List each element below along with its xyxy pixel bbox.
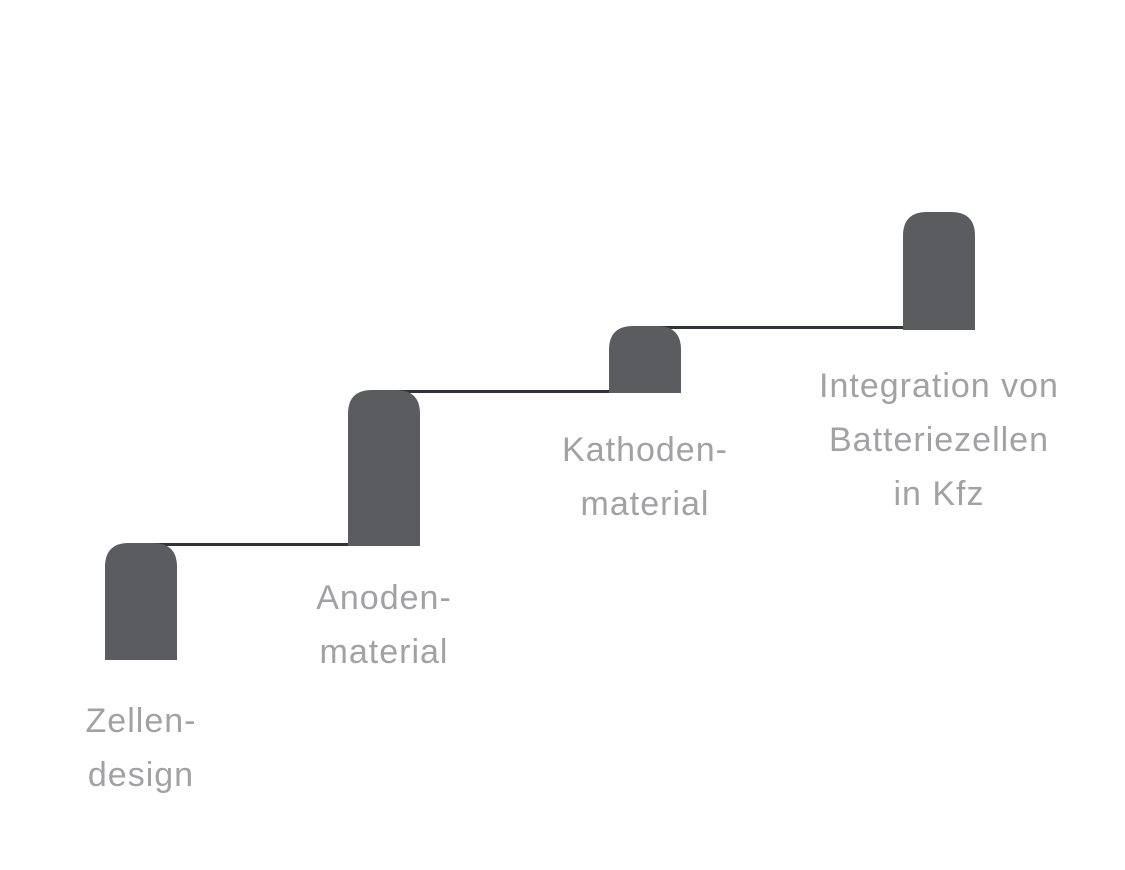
step-label: Zellen-design <box>86 702 197 794</box>
step-label-line: material <box>581 485 710 523</box>
step-label-line: Zellen- <box>86 702 197 740</box>
step-pillar <box>105 543 177 660</box>
step-label-line: Batteriezellen <box>829 421 1049 459</box>
step-connectors <box>151 326 904 546</box>
step-label-line: material <box>320 633 449 671</box>
step-label-line: in Kfz <box>893 475 984 513</box>
step-label: Integration von Batteriezellen in Kfz <box>819 367 1059 513</box>
step-label-line: Anoden- <box>316 579 452 617</box>
step-label-line: design <box>88 756 194 794</box>
step-pillar <box>903 212 975 330</box>
step-pillars <box>105 212 975 660</box>
step-label: Kathoden-material <box>562 431 728 523</box>
step-pillar <box>609 326 681 393</box>
step-label: Anoden-material <box>316 579 452 671</box>
step-pillar <box>348 390 420 546</box>
step-labels: Zellen-designAnoden-materialKathoden-mat… <box>86 367 1059 794</box>
step-label-line: Integration von <box>819 367 1059 405</box>
step-label-line: Kathoden- <box>562 431 728 469</box>
